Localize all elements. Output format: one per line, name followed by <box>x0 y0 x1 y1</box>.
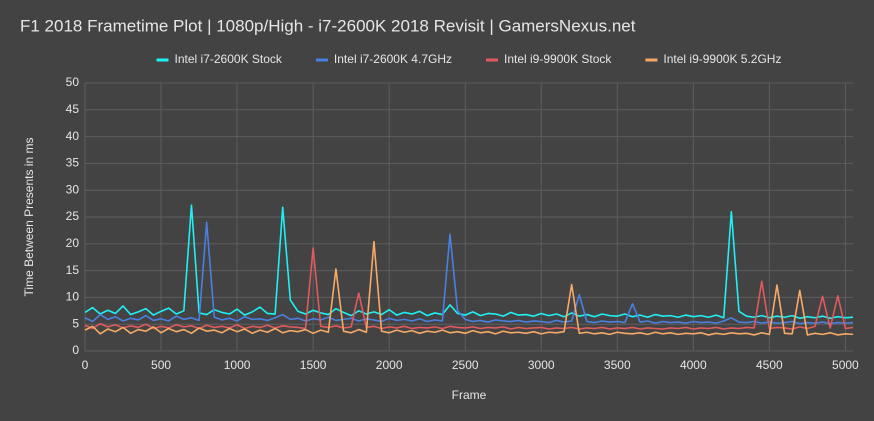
x-tick-label: 0 <box>82 358 89 372</box>
x-tick-label: 4500 <box>756 358 783 372</box>
y-tick-label: 50 <box>66 75 80 89</box>
x-tick-label: 1000 <box>224 358 251 372</box>
y-tick-label: 20 <box>66 236 80 250</box>
y-tick-label: 25 <box>66 209 80 223</box>
y-tick-label: 0 <box>72 343 79 357</box>
y-tick-label: 10 <box>66 290 80 304</box>
series-line <box>84 247 854 330</box>
legend-label: Intel i7-2600K Stock <box>175 52 283 66</box>
legend-label: Intel i9-9900K 5.2GHz <box>663 52 781 66</box>
y-tick-label: 5 <box>72 316 79 330</box>
y-tick-label: 30 <box>66 182 80 196</box>
x-tick-label: 5000 <box>832 358 859 372</box>
x-tick-label: 1500 <box>300 358 327 372</box>
y-tick-label: 40 <box>66 129 80 143</box>
x-tick-label: 500 <box>151 358 171 372</box>
legend-label: Intel i7-2600K 4.7GHz <box>334 52 452 66</box>
x-tick-label: 2500 <box>452 358 479 372</box>
y-tick-label: 35 <box>66 156 80 170</box>
x-axis-title: Frame <box>452 388 487 402</box>
x-tick-label: 3000 <box>528 358 555 372</box>
series-line <box>84 221 854 325</box>
legend-label: Intel i9-9900K Stock <box>504 52 612 66</box>
chart-title: F1 2018 Frametime Plot | 1080p/High - i7… <box>20 16 636 35</box>
x-tick-label: 2000 <box>376 358 403 372</box>
x-tick-label: 4000 <box>680 358 707 372</box>
y-tick-label: 45 <box>66 102 80 116</box>
y-axis-title: Time Between Presents in ms <box>22 138 36 297</box>
series-line <box>84 240 854 336</box>
x-tick-label: 3500 <box>604 358 631 372</box>
y-tick-label: 15 <box>66 263 80 277</box>
